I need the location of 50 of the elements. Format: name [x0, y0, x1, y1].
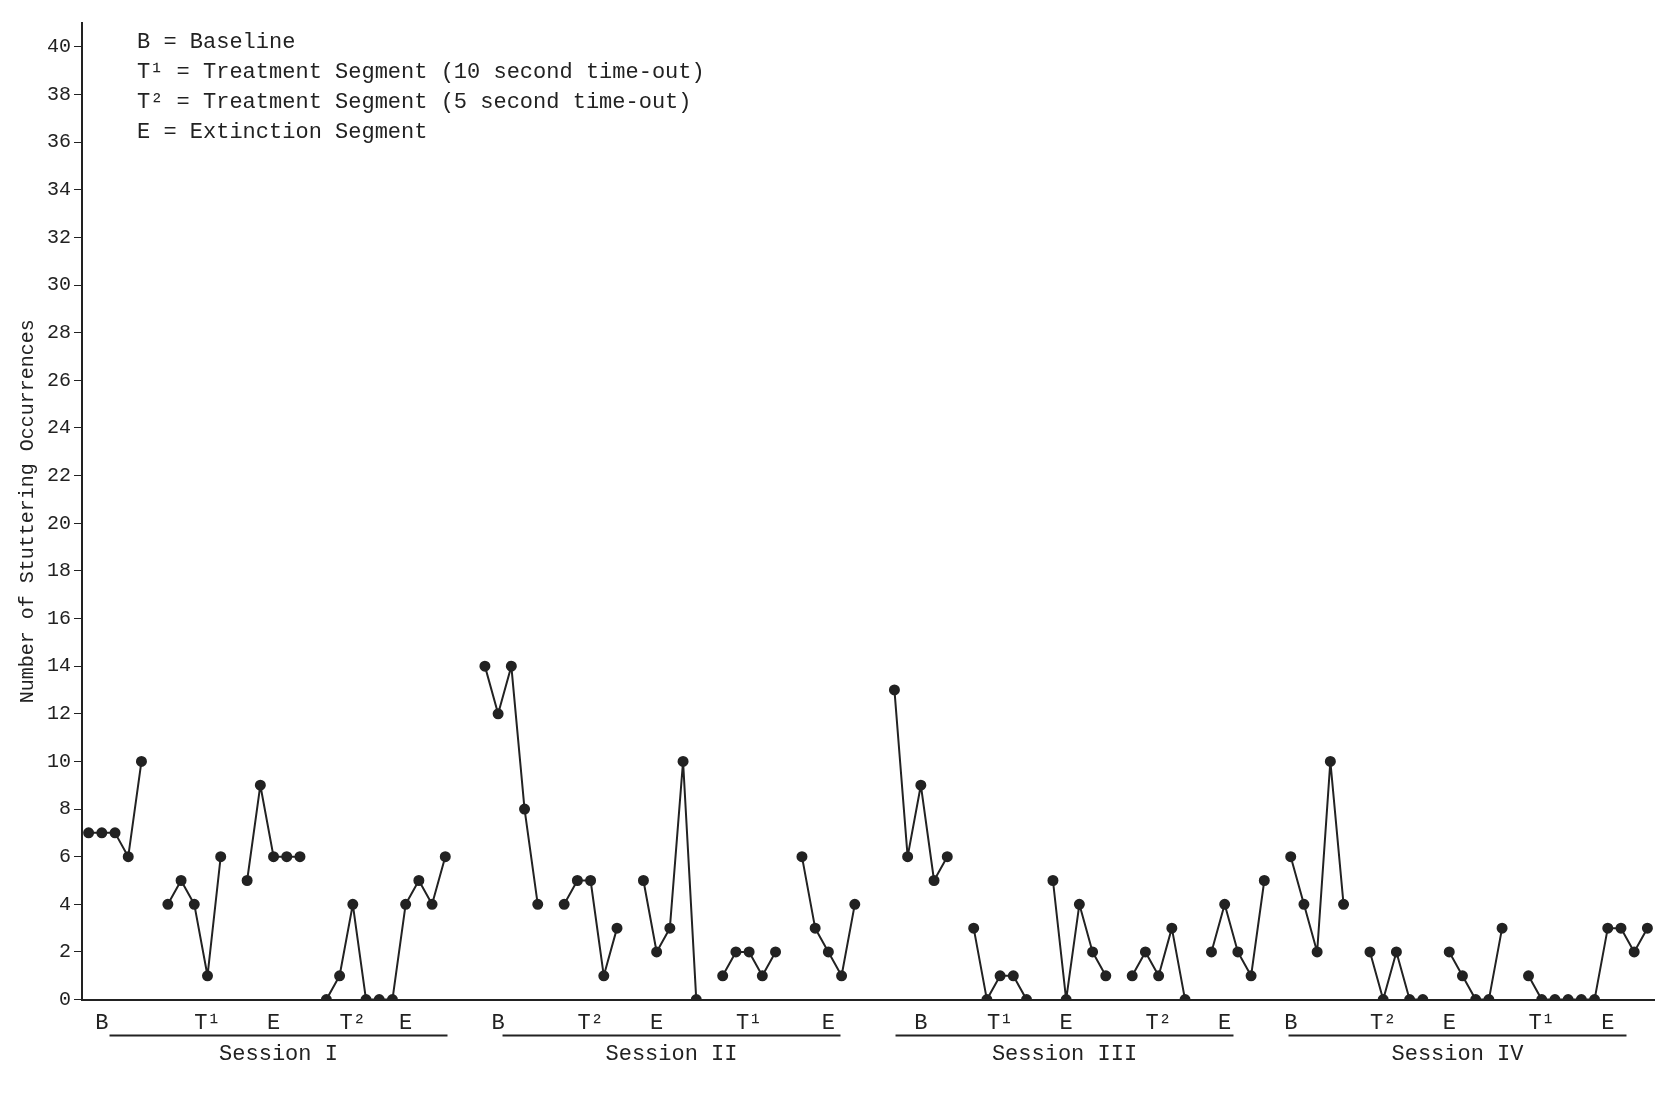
y-tick-label: 36	[46, 130, 71, 154]
text: Session III	[991, 1042, 1138, 1068]
x-tick-label: E	[650, 1010, 664, 1036]
x-tick-label: T²	[1369, 1010, 1397, 1036]
y-tick-label: 14	[46, 654, 71, 678]
x-tick-label: T¹	[735, 1010, 763, 1036]
text: Session I	[219, 1042, 338, 1068]
x-tick-label: B	[95, 1010, 109, 1036]
y-tick-label: 34	[46, 178, 71, 202]
y-axis-title: Number of Stuttering Occurrences	[16, 319, 40, 704]
y-tick-label: 10	[46, 749, 71, 773]
annotation: T² = Treatment Segment (5 second time-out)	[137, 89, 692, 115]
y-tick-label: 2	[58, 940, 71, 964]
x-tick-label: E	[399, 1010, 413, 1036]
x-tick-label: E	[1059, 1010, 1073, 1036]
y-tick-label: 12	[46, 702, 71, 726]
text: Session IV	[1391, 1042, 1525, 1068]
x-tick-label: T²	[577, 1010, 604, 1036]
y-tick-label: 18	[46, 559, 71, 583]
y-tick-label: 32	[46, 225, 71, 249]
x-tick-label: E	[266, 1010, 281, 1036]
y-tick-label: 22	[46, 463, 71, 487]
annotation: B = Baseline	[137, 29, 296, 55]
y-tick-label: 16	[46, 606, 71, 630]
y-tick-label: 4	[58, 892, 71, 916]
y-tick-label: 30	[46, 273, 71, 297]
x-tick-label: T¹	[194, 1010, 221, 1036]
x-tick-label: T²	[339, 1010, 367, 1036]
y-tick-label: 28	[46, 320, 71, 344]
y-tick-label: 6	[58, 844, 71, 868]
x-tick-label: E	[1218, 1010, 1232, 1036]
y-tick-label: 38	[46, 82, 71, 106]
x-tick-label: T¹	[986, 1010, 1014, 1036]
text: Session II	[605, 1042, 738, 1068]
x-tick-label: E	[1442, 1010, 1456, 1036]
x-tick-label: E	[821, 1010, 835, 1036]
y-tick-label: 40	[46, 35, 71, 59]
x-tick-label: B	[1284, 1010, 1298, 1036]
x-tick-label: T¹	[1528, 1010, 1555, 1036]
y-tick-label: 26	[46, 368, 71, 392]
y-tick-label: 0	[58, 987, 71, 1011]
y-tick-label: 24	[46, 416, 71, 440]
y-tick-label: 8	[58, 797, 71, 821]
x-tick-label: B	[491, 1010, 505, 1036]
y-tick-label: 20	[46, 511, 71, 535]
x-tick-label: E	[1601, 1010, 1615, 1036]
x-tick-label: B	[914, 1010, 928, 1036]
annotation: T¹ = Treatment Segment (10 second time-out)	[137, 59, 705, 85]
annotation: E = Extinction Segment	[137, 119, 428, 145]
x-tick-label: T²	[1145, 1010, 1172, 1036]
